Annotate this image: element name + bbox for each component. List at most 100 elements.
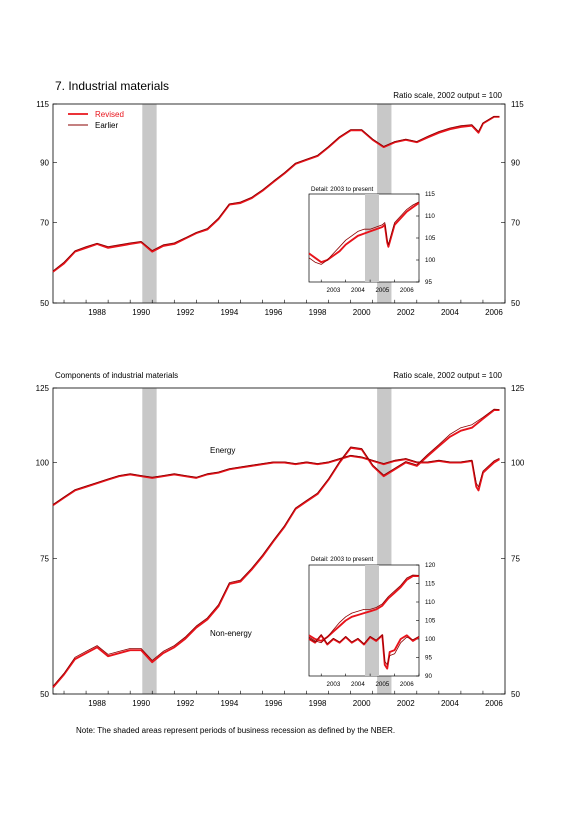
series-line-revised [308,202,420,264]
y-tick-label: 100 [425,636,436,643]
inset-recession-band [365,565,379,676]
inset-x-axis: 2003 2004 2005 2006 [320,673,420,688]
annotation-energy: Energy [210,446,235,455]
y-tick-label: 100 [425,257,436,264]
series-line-earlier-non-energy [52,408,500,687]
x-axis: 1988 1990 1992 1994 1996 1998 2000 2002 2004 2006 [63,690,506,708]
chart-components: Components of industrial materials Ratio… [36,371,525,708]
series-line-earlier-energy [52,454,500,505]
inset-title: Detail: 2003 to present [311,186,374,193]
y-tick-label: 70 [511,218,520,227]
series-line-earlier-energy [308,634,420,666]
y-axis-left: 50 75 100 125 [36,384,57,699]
x-tick-label: 2004 [441,308,459,317]
recession-band [142,104,157,303]
y-tick-label: 50 [511,690,520,699]
x-tick-label: 1998 [309,308,327,317]
y-tick-label: 115 [511,100,524,109]
y-tick-label: 110 [425,599,435,606]
x-tick-label: 2000 [353,308,371,317]
inset-series-lines [308,201,420,265]
x-tick-label: 2002 [397,308,415,317]
y-tick-label: 115 [425,191,435,198]
x-tick-label: 1988 [88,308,106,317]
y-tick-label: 70 [40,218,49,227]
x-tick-label: 2002 [397,699,415,708]
page-title: 7. Industrial materials [55,79,169,93]
y-tick-label: 95 [425,655,432,662]
x-tick-label: 2006 [400,287,414,294]
inset-x-axis: 2003 2004 2005 2006 [320,279,420,294]
y-tick-label: 105 [425,235,436,242]
x-tick-label: 2005 [375,681,389,688]
x-tick-label: 2004 [351,287,365,294]
y-tick-label: 50 [40,690,49,699]
plot-frame [52,387,506,695]
x-tick-label: 2000 [353,699,371,708]
x-tick-label: 1992 [176,699,194,708]
x-tick-label: 2004 [441,699,459,708]
y-axis-right: 50 70 90 115 [501,100,524,308]
x-tick-label: 1996 [265,308,283,317]
inset-title: Detail: 2003 to present [311,556,374,563]
y-tick-label: 105 [425,618,436,625]
series-line-revised-energy [308,634,420,670]
y-axis-right: 50 75 100 125 [501,384,525,699]
x-tick-label: 1996 [265,699,283,708]
series-lines [52,408,500,689]
y-tick-label: 120 [425,562,436,569]
annotation-non-energy: Non-energy [210,629,252,638]
series-line-earlier [52,116,500,272]
chart-title: Components of industrial materials [55,371,178,380]
chart-components-detail: Detail: 2003 to present 2003 2004 2005 2006… [308,556,436,688]
series-line-earlier [308,201,420,265]
inset-y-axis: 95 100 105 110 115 [416,191,436,286]
x-tick-label: 1994 [220,308,238,317]
inset-background [309,565,419,676]
legend: Revised Earlier [68,110,124,130]
y-tick-label: 110 [425,213,435,220]
chart-scale-note: Ratio scale, 2002 output = 100 [393,371,502,380]
y-tick-label: 90 [40,158,49,167]
y-tick-label: 75 [511,554,520,563]
x-tick-label: 1998 [309,699,327,708]
inset-y-axis: 90 95 100 105 110 115 120 [416,562,436,680]
y-tick-label: 125 [511,384,525,393]
y-tick-label: 50 [40,299,49,308]
x-axis: 1988 1990 1992 1994 1996 1998 2000 2002 2004 2006 [63,299,506,317]
legend-label-earlier: Earlier [95,121,118,130]
x-tick-label: 2006 [485,308,503,317]
chart-scale-note: Ratio scale, 2002 output = 100 [393,91,502,100]
x-tick-label: 2006 [485,699,503,708]
x-tick-label: 2005 [375,287,389,294]
chart-industrial-materials: Ratio scale, 2002 output = 100 1988 1990 1… [36,91,524,317]
series-line-revised [52,115,500,273]
chart-industrial-materials-detail: Detail: 2003 to present 2003 2004 2005 2006… [308,186,436,294]
y-tick-label: 100 [511,458,525,467]
y-tick-label: 90 [511,158,520,167]
y-tick-label: 115 [425,581,435,588]
y-axis-left: 50 70 90 115 [36,100,57,308]
x-tick-label: 2003 [327,287,341,294]
x-tick-label: 2003 [327,681,341,688]
series-line-revised-energy [52,454,500,506]
y-tick-label: 95 [425,279,432,286]
inset-recession-band [365,194,379,282]
x-tick-label: 1988 [88,699,106,708]
x-tick-label: 2006 [400,681,414,688]
y-tick-label: 115 [36,100,49,109]
legend-label-revised: Revised [95,110,124,119]
inset-series-lines [308,574,420,670]
x-tick-label: 1990 [132,699,150,708]
series-line-earlier-non-energy [308,574,420,644]
series-line-revised-non-energy [52,409,500,689]
y-tick-label: 50 [511,299,520,308]
plot-frame [52,103,506,304]
x-tick-label: 1992 [176,308,194,317]
x-tick-label: 2004 [351,681,365,688]
x-tick-label: 1994 [220,699,238,708]
y-tick-label: 75 [40,554,49,563]
series-lines [52,115,500,273]
